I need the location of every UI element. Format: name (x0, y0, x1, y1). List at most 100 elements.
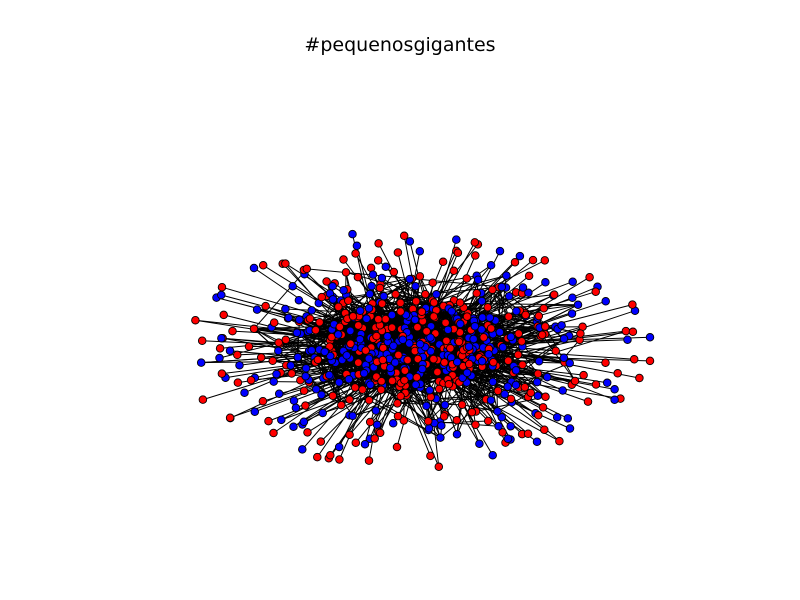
graph-node (393, 399, 402, 408)
graph-node (585, 272, 594, 282)
graph-node (346, 339, 355, 348)
graph-node (373, 256, 383, 265)
graph-node (288, 281, 297, 291)
graph-node (372, 331, 381, 341)
graph-node (354, 358, 363, 367)
graph-node (359, 369, 369, 378)
graph-node (469, 334, 478, 344)
graph-node (579, 370, 588, 380)
graph-node (645, 356, 655, 366)
graph-edge (440, 399, 487, 438)
graph-node (568, 277, 577, 286)
graph-node (628, 300, 637, 309)
graph-node (398, 335, 408, 344)
graph-node (244, 342, 254, 351)
graph-node (379, 291, 389, 301)
graph-node (198, 395, 208, 404)
graph-node (258, 396, 268, 406)
graph-edge (433, 275, 507, 303)
graph-node (341, 268, 351, 277)
graph-node (415, 272, 425, 281)
graph-node (235, 361, 244, 370)
graph-node (514, 329, 523, 338)
graph-node (418, 364, 427, 374)
graph-node (486, 261, 496, 270)
graph-node (533, 391, 543, 400)
graph-node (335, 322, 345, 332)
graph-node (377, 273, 387, 283)
graph-node (344, 296, 353, 305)
graph-node (390, 358, 400, 367)
graph-node (521, 310, 530, 320)
graph-node (370, 434, 379, 443)
graph-node (475, 439, 484, 449)
graph-node (602, 378, 612, 388)
graph-node (366, 380, 375, 389)
graph-node (477, 356, 487, 366)
graph-node (518, 360, 527, 370)
graph-node (269, 377, 278, 386)
graph-node (302, 264, 312, 274)
graph-node (422, 401, 431, 411)
graph-node (452, 357, 462, 367)
graph-node (452, 430, 462, 439)
graph-node (320, 347, 329, 357)
graph-node (295, 315, 304, 325)
graph-node (316, 437, 326, 446)
graph-node (403, 355, 412, 365)
graph-node (303, 428, 312, 437)
graph-node (348, 312, 358, 321)
graph-node (405, 237, 415, 246)
graph-edge (436, 393, 505, 400)
graph-node (377, 376, 386, 386)
graph-node (249, 263, 259, 273)
graph-node (520, 382, 530, 392)
graph-node (284, 313, 293, 323)
graph-node (415, 246, 425, 256)
graph-node (368, 270, 378, 279)
graph-node (462, 368, 472, 378)
graph-node (391, 289, 400, 299)
graph-node (432, 290, 441, 299)
graph-node (421, 289, 430, 299)
graph-node (364, 354, 374, 363)
graph-node (345, 395, 354, 404)
graph-node (537, 330, 547, 340)
graph-node (559, 334, 569, 343)
graph-node (375, 283, 385, 293)
graph-node (532, 437, 542, 446)
graph-node (567, 309, 577, 318)
graph-edge (290, 343, 351, 366)
graph-node (629, 355, 639, 364)
graph-node (440, 400, 450, 410)
graph-edge (334, 319, 416, 327)
graph-node (438, 257, 448, 267)
graph-node (301, 372, 310, 381)
graph-node (315, 318, 324, 327)
graph-node (449, 266, 459, 276)
graph-node (538, 403, 548, 412)
graph-node (246, 375, 256, 385)
graph-node (387, 376, 397, 386)
graph-node (621, 326, 631, 336)
graph-node (196, 358, 206, 367)
graph-node (413, 322, 422, 332)
graph-node (628, 327, 638, 337)
graph-node (498, 428, 507, 437)
graph-node (506, 394, 516, 404)
graph-node (274, 346, 283, 356)
graph-node (456, 319, 465, 329)
graph-node (440, 358, 449, 367)
graph-node (613, 369, 622, 378)
graph-node (441, 318, 450, 328)
graph-node (365, 417, 375, 427)
graph-node (565, 358, 574, 368)
graph-node (294, 295, 304, 305)
graph-node (497, 413, 507, 422)
graph-node (551, 346, 560, 356)
graph-node (322, 277, 331, 286)
graph-node (299, 417, 309, 426)
graph-node (425, 385, 434, 395)
graph-node (471, 420, 480, 429)
